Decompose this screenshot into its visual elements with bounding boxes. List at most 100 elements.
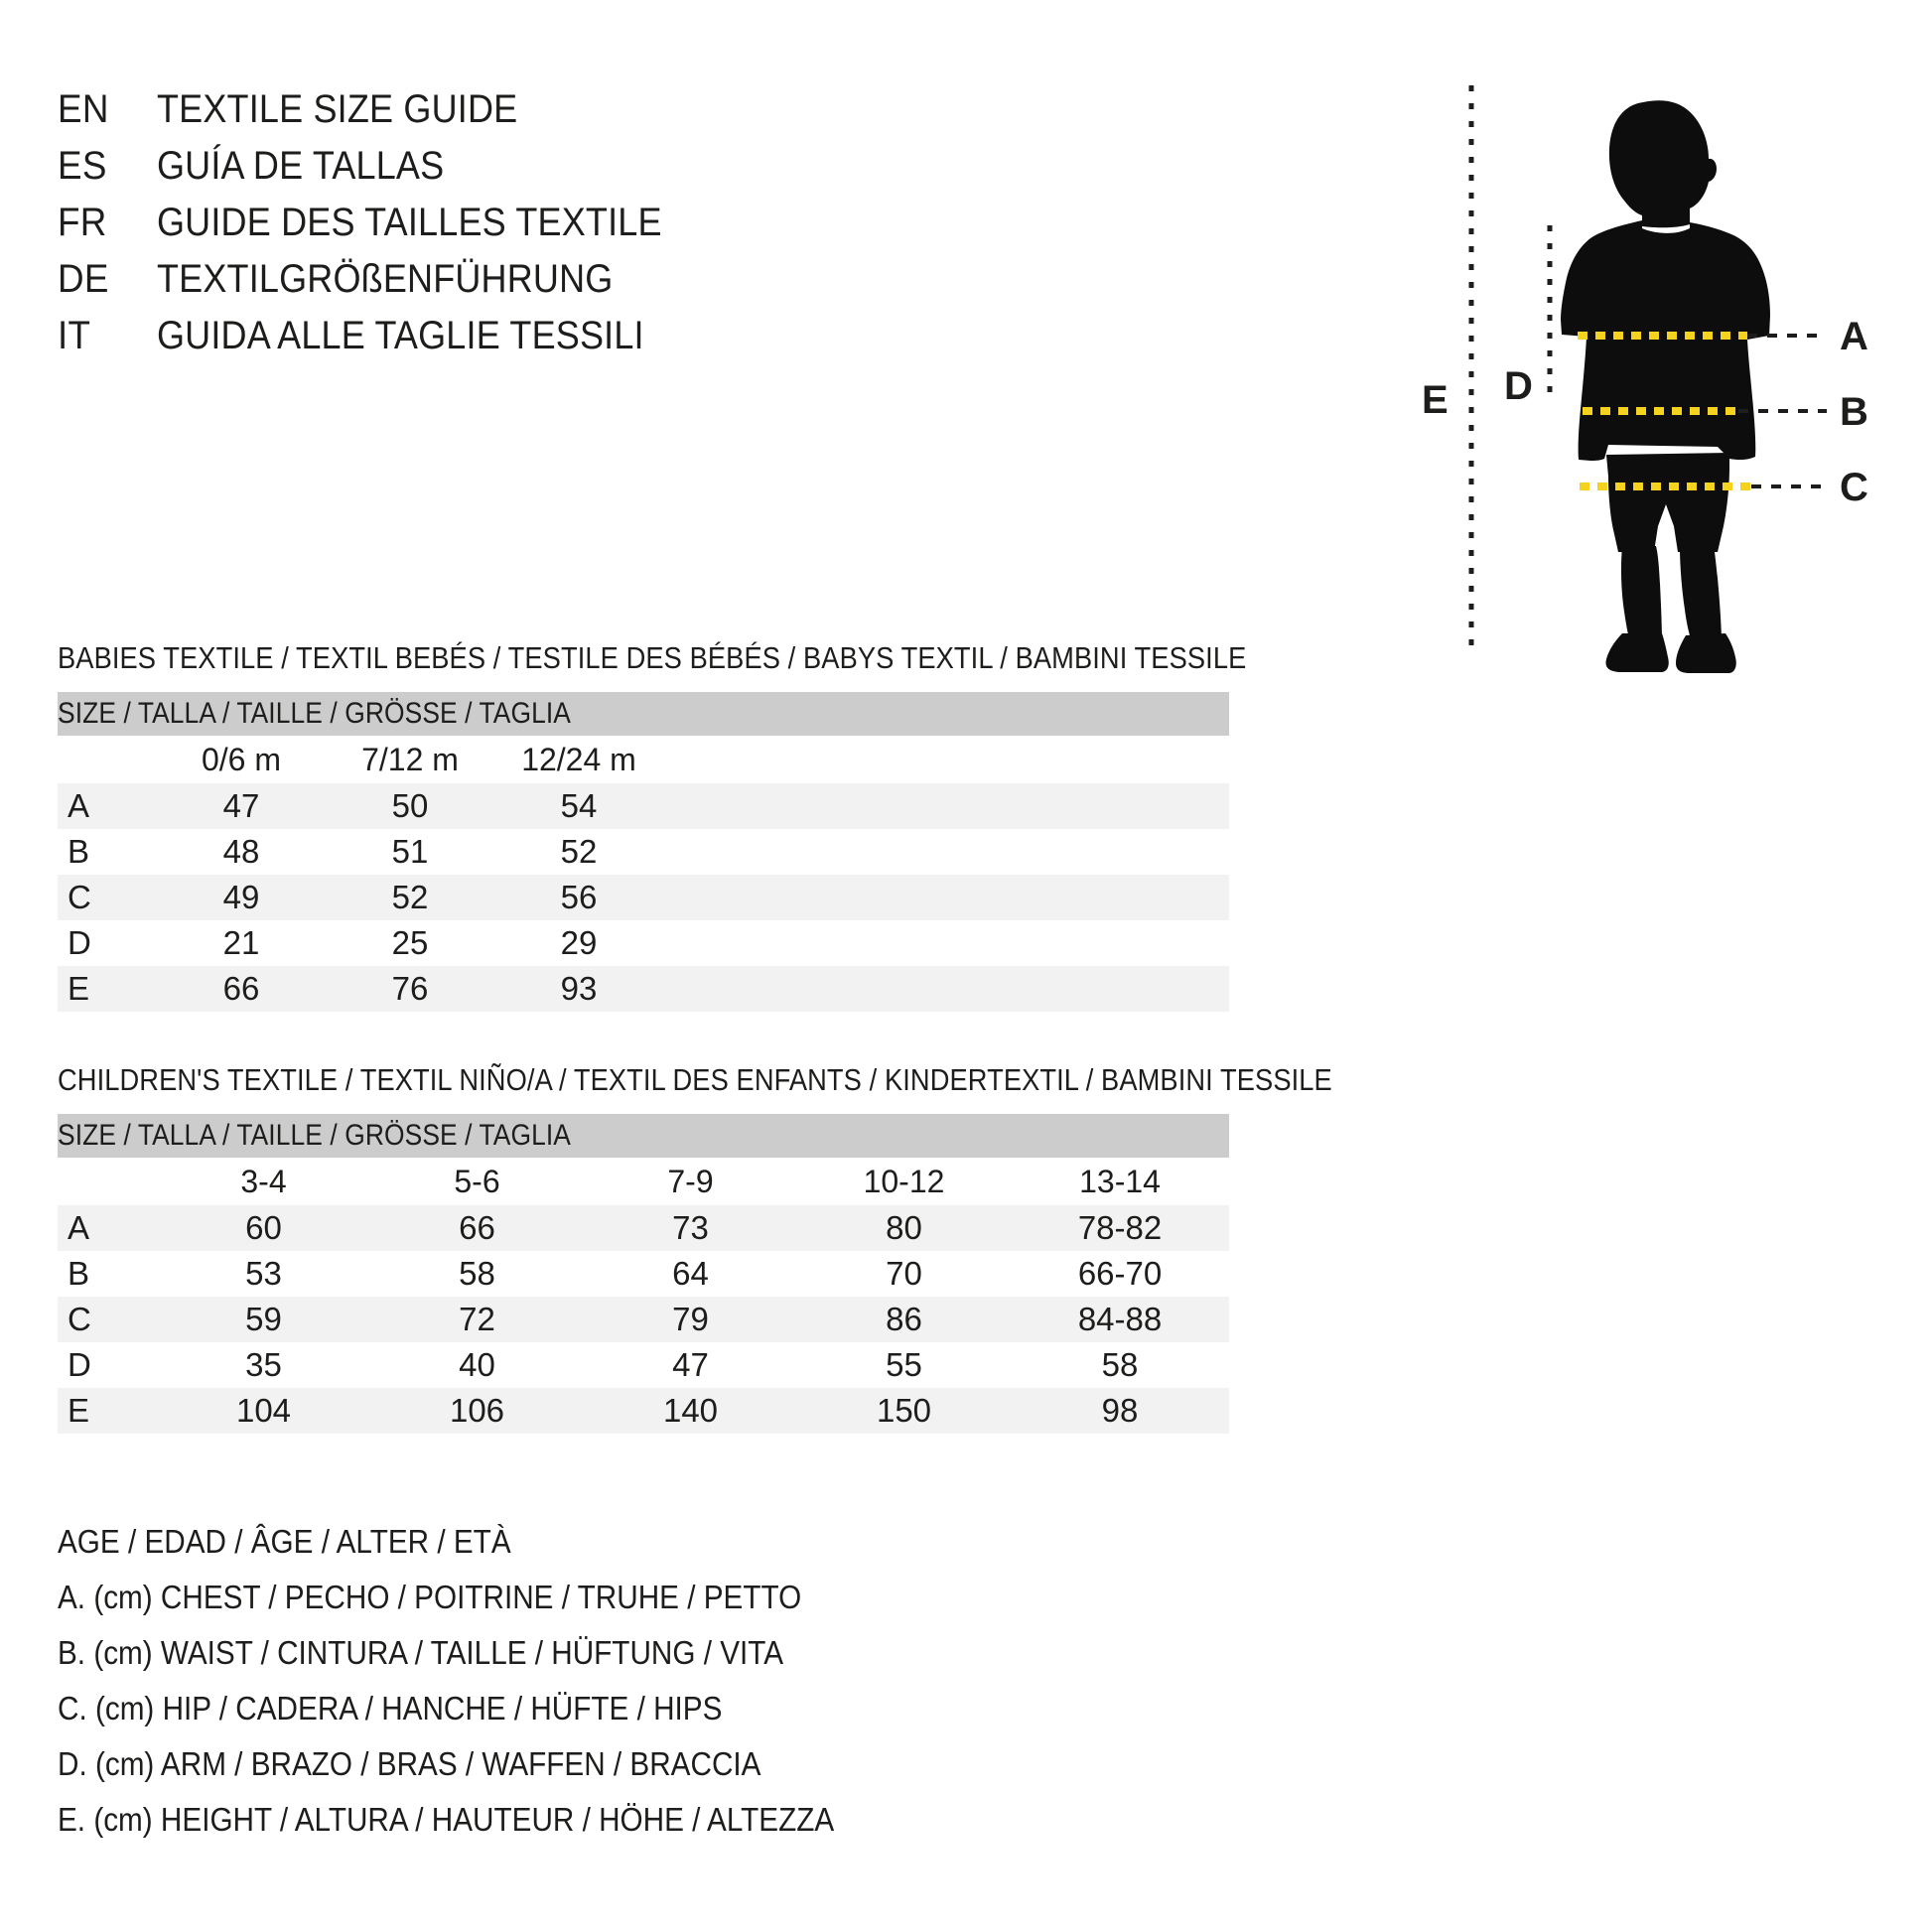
legend-line-height: E. (cm) HEIGHT / ALTURA / HAUTEUR / HÖHE… xyxy=(58,1801,835,1838)
legend-line-chest: A. (cm) CHEST / PECHO / POITRINE / TRUHE… xyxy=(58,1579,802,1615)
children-row-label-e: E xyxy=(58,1388,157,1434)
waist-label-b: B xyxy=(1840,390,1868,434)
table-row: A 60 66 73 80 78-82 xyxy=(58,1205,1230,1251)
babies-b-spacer xyxy=(663,829,1230,875)
children-c-4: 84-88 xyxy=(1011,1297,1230,1342)
babies-row-label-b: B xyxy=(58,829,157,875)
language-code-de: DE xyxy=(58,257,109,301)
language-code-es: ES xyxy=(58,144,107,188)
children-a-1: 66 xyxy=(370,1205,584,1251)
children-row-label-a: A xyxy=(58,1205,157,1251)
children-table-header-bar: SIZE / TALLA / TAILLE / GRÖSSE / TAGLIA xyxy=(58,1114,1230,1158)
language-code-fr: FR xyxy=(58,201,107,244)
children-c-3: 86 xyxy=(797,1297,1011,1342)
babies-col-spacer xyxy=(663,736,1230,783)
babies-a-spacer xyxy=(663,783,1230,829)
babies-section-title: BABIES TEXTILE / TEXTIL BEBÉS / TESTILE … xyxy=(58,640,1247,675)
language-row-es: ES GUÍA DE TALLAS xyxy=(58,144,1100,201)
children-d-1: 40 xyxy=(370,1342,584,1388)
babies-b-0: 48 xyxy=(157,829,326,875)
children-row-label-c: C xyxy=(58,1297,157,1342)
children-b-2: 64 xyxy=(584,1251,797,1297)
children-b-0: 53 xyxy=(157,1251,370,1297)
language-row-en: EN TEXTILE SIZE GUIDE xyxy=(58,87,1100,144)
children-d-4: 58 xyxy=(1011,1342,1230,1388)
children-c-1: 72 xyxy=(370,1297,584,1342)
babies-b-2: 52 xyxy=(494,829,663,875)
babies-col-0: 0/6 m xyxy=(157,736,326,783)
table-row: E 104 106 140 150 98 xyxy=(58,1388,1230,1434)
babies-table-header-bar: SIZE / TALLA / TAILLE / GRÖSSE / TAGLIA xyxy=(58,692,1230,736)
measurement-legend: AGE / EDAD / ÂGE / ALTER / ETÀ A. (cm) C… xyxy=(58,1514,1249,1848)
babies-col-1: 7/12 m xyxy=(326,736,494,783)
legend-line-hip: C. (cm) HIP / CADERA / HANCHE / HÜFTE / … xyxy=(58,1690,723,1726)
babies-row-label-c: C xyxy=(58,875,157,920)
table-row: C 59 72 79 86 84-88 xyxy=(58,1297,1230,1342)
language-row-it: IT GUIDA ALLE TAGLIE TESSILI xyxy=(58,314,1100,370)
table-row: D 21 25 29 xyxy=(58,920,1230,966)
children-row-label-d: D xyxy=(58,1342,157,1388)
language-title-block: EN TEXTILE SIZE GUIDE ES GUÍA DE TALLAS … xyxy=(58,87,1100,370)
children-corner-cell xyxy=(58,1158,157,1205)
language-code-it: IT xyxy=(58,314,91,357)
children-column-header-row: 3-4 5-6 7-9 10-12 13-14 xyxy=(58,1158,1230,1205)
babies-c-2: 56 xyxy=(494,875,663,920)
legend-line-arm: D. (cm) ARM / BRAZO / BRAS / WAFFEN / BR… xyxy=(58,1745,761,1782)
table-row: C 49 52 56 xyxy=(58,875,1230,920)
babies-size-table: SIZE / TALLA / TAILLE / GRÖSSE / TAGLIA … xyxy=(58,692,1230,1012)
babies-header-bar-cell: SIZE / TALLA / TAILLE / GRÖSSE / TAGLIA xyxy=(58,692,1230,736)
legend-line-waist: B. (cm) WAIST / CINTURA / TAILLE / HÜFTU… xyxy=(58,1634,784,1671)
babies-col-2: 12/24 m xyxy=(494,736,663,783)
table-row: D 35 40 47 55 58 xyxy=(58,1342,1230,1388)
table-row: A 47 50 54 xyxy=(58,783,1230,829)
babies-c-1: 52 xyxy=(326,875,494,920)
children-col-1: 5-6 xyxy=(370,1158,584,1205)
children-d-0: 35 xyxy=(157,1342,370,1388)
legend-line-age: AGE / EDAD / ÂGE / ALTER / ETÀ xyxy=(58,1523,511,1560)
children-col-2: 7-9 xyxy=(584,1158,797,1205)
babies-column-header-row: 0/6 m 7/12 m 12/24 m xyxy=(58,736,1230,783)
language-title-it: GUIDA ALLE TAGLIE TESSILI xyxy=(157,314,644,357)
babies-d-spacer xyxy=(663,920,1230,966)
babies-e-0: 66 xyxy=(157,966,326,1012)
children-a-0: 60 xyxy=(157,1205,370,1251)
children-e-2: 140 xyxy=(584,1388,797,1434)
babies-d-1: 25 xyxy=(326,920,494,966)
babies-a-0: 47 xyxy=(157,783,326,829)
children-section-title: CHILDREN'S TEXTILE / TEXTIL NIÑO/A / TEX… xyxy=(58,1062,1332,1097)
language-title-fr: GUIDE DES TAILLES TEXTILE xyxy=(157,201,662,244)
child-silhouette xyxy=(1561,100,1770,673)
language-title-de: TEXTILGRÖßENFÜHRUNG xyxy=(157,257,614,301)
language-title-es: GUÍA DE TALLAS xyxy=(157,144,445,188)
children-header-bar-text: SIZE / TALLA / TAILLE / GRÖSSE / TAGLIA xyxy=(58,1119,571,1152)
babies-e-spacer xyxy=(663,966,1230,1012)
babies-e-2: 93 xyxy=(494,966,663,1012)
children-c-2: 79 xyxy=(584,1297,797,1342)
children-e-4: 98 xyxy=(1011,1388,1230,1434)
table-row: E 66 76 93 xyxy=(58,966,1230,1012)
children-col-3: 10-12 xyxy=(797,1158,1011,1205)
babies-a-2: 54 xyxy=(494,783,663,829)
children-size-section: CHILDREN'S TEXTILE / TEXTIL NIÑO/A / TEX… xyxy=(58,1062,1332,1434)
babies-row-label-e: E xyxy=(58,966,157,1012)
children-e-3: 150 xyxy=(797,1388,1011,1434)
children-b-1: 58 xyxy=(370,1251,584,1297)
babies-c-0: 49 xyxy=(157,875,326,920)
babies-row-label-d: D xyxy=(58,920,157,966)
table-row: B 53 58 64 70 66-70 xyxy=(58,1251,1230,1297)
children-a-2: 73 xyxy=(584,1205,797,1251)
language-row-fr: FR GUIDE DES TAILLES TEXTILE xyxy=(58,201,1100,257)
children-size-table: SIZE / TALLA / TAILLE / GRÖSSE / TAGLIA … xyxy=(58,1114,1230,1434)
arm-label-d: D xyxy=(1504,364,1533,408)
table-row: B 48 51 52 xyxy=(58,829,1230,875)
babies-size-section: BABIES TEXTILE / TEXTIL BEBÉS / TESTILE … xyxy=(58,640,1247,1012)
children-col-0: 3-4 xyxy=(157,1158,370,1205)
children-e-1: 106 xyxy=(370,1388,584,1434)
children-d-3: 55 xyxy=(797,1342,1011,1388)
height-label-e: E xyxy=(1422,378,1449,422)
children-e-0: 104 xyxy=(157,1388,370,1434)
language-title-en: TEXTILE SIZE GUIDE xyxy=(157,87,518,131)
children-b-4: 66-70 xyxy=(1011,1251,1230,1297)
hip-label-c: C xyxy=(1840,466,1868,509)
babies-b-1: 51 xyxy=(326,829,494,875)
